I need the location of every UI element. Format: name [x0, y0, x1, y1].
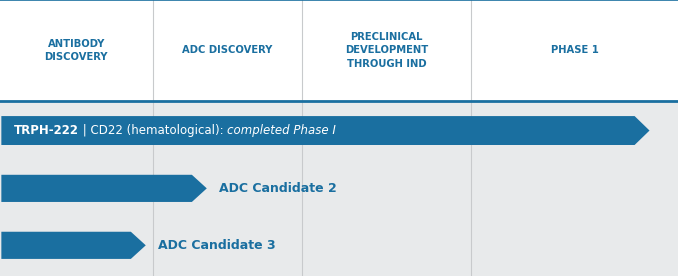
Polygon shape — [1, 116, 650, 145]
Text: ADC Candidate 2: ADC Candidate 2 — [219, 182, 337, 195]
Text: PRECLINICAL
DEVELOPMENT
THROUGH IND: PRECLINICAL DEVELOPMENT THROUGH IND — [345, 32, 428, 68]
Bar — [0, 101, 678, 276]
Text: ANTIBODY
DISCOVERY: ANTIBODY DISCOVERY — [45, 39, 108, 62]
Bar — [0, 0, 678, 101]
Text: PHASE 1: PHASE 1 — [551, 45, 599, 55]
Text: | CD22 (hematological):: | CD22 (hematological): — [79, 124, 227, 137]
Polygon shape — [1, 232, 146, 259]
Polygon shape — [1, 175, 207, 202]
Text: TRPH-222: TRPH-222 — [14, 124, 79, 137]
Text: ADC Candidate 3: ADC Candidate 3 — [158, 239, 275, 252]
Text: ADC DISCOVERY: ADC DISCOVERY — [182, 45, 273, 55]
Text: completed Phase I: completed Phase I — [227, 124, 336, 137]
